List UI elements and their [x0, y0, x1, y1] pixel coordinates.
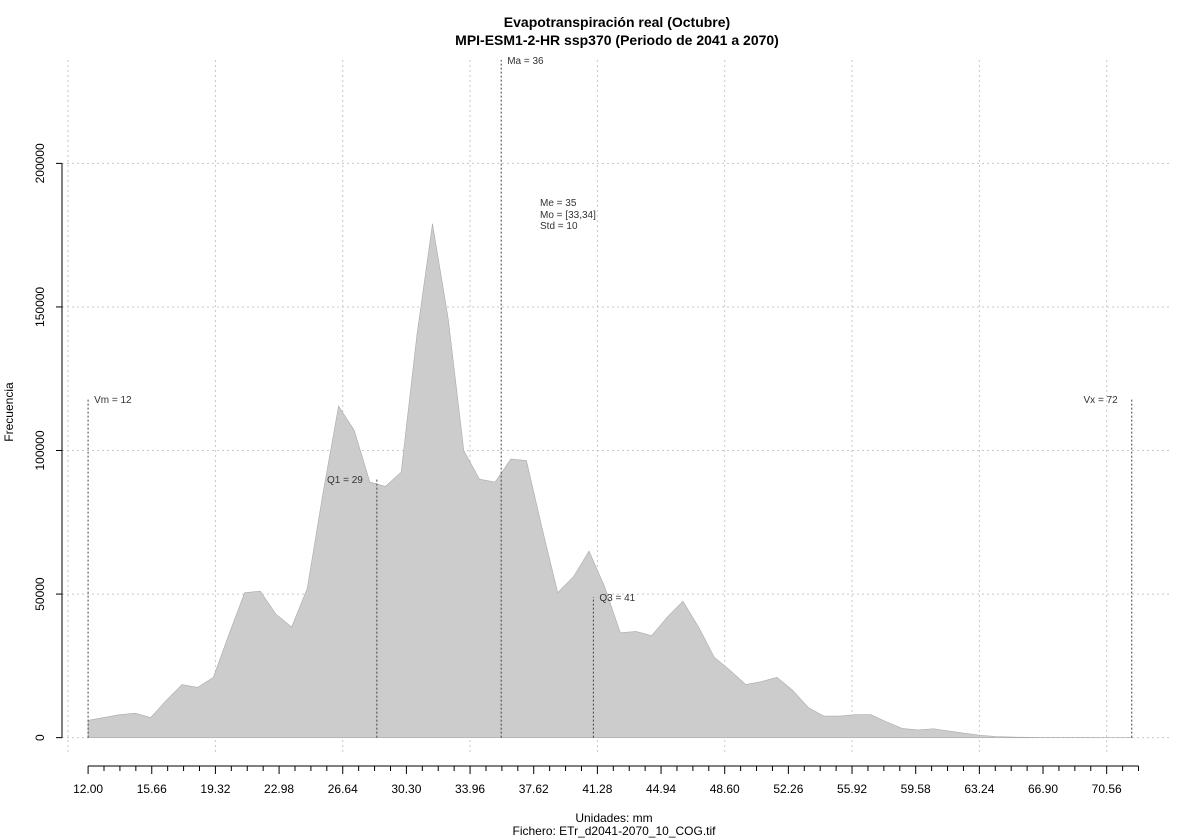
- x-tick-label-10: 48.60: [710, 782, 740, 796]
- grid: [62, 60, 1170, 752]
- ma-marker-label: Ma = 36: [507, 56, 544, 67]
- y-tick-label-0: 0: [33, 734, 47, 741]
- x-tick-label-9: 44.94: [646, 782, 676, 796]
- x-tick-label-2: 19.32: [200, 782, 230, 796]
- stat-median: Me = 35: [540, 198, 577, 209]
- x-axis-label: Unidades: mm: [575, 811, 652, 825]
- statistic-markers: Vm = 12 Q1 = 29 Ma = 36 Q3 = 41 Vx = 72: [87, 56, 1133, 738]
- axes: 0 50000 100000 150000 200000 12.00 15.66 19.32 2…: [33, 143, 1140, 796]
- y-tick-label-4: 200000: [33, 143, 47, 183]
- y-tick-label-3: 150000: [33, 287, 47, 327]
- x-tick-label-6: 33.96: [455, 782, 485, 796]
- x-tick-label-3: 22.98: [264, 782, 294, 796]
- frequency-area: [87, 223, 1133, 738]
- x-tick-label-15: 66.90: [1028, 782, 1058, 796]
- x-tick-label-8: 41.28: [582, 782, 612, 796]
- x-tick-label-5: 30.30: [391, 782, 421, 796]
- chart-title: Evapotranspiración real (Octubre): [504, 14, 730, 30]
- vx-marker-label: Vx = 72: [1084, 395, 1119, 406]
- x-tick-label-0: 12.00: [73, 782, 103, 796]
- x-tick-label-16: 70.56: [1092, 782, 1122, 796]
- stat-std: Std = 10: [540, 221, 578, 232]
- y-axis-label: Frecuencia: [2, 382, 16, 442]
- x-tick-label-11: 52.26: [773, 782, 803, 796]
- y-tick-label-1: 50000: [33, 577, 47, 611]
- x-tick-label-4: 26.64: [328, 782, 358, 796]
- stat-mode: Mo = [33,34]: [540, 210, 596, 221]
- x-axis-file-label: Fichero: ETr_d2041-2070_10_COG.tif: [513, 824, 717, 838]
- y-tick-label-2: 100000: [33, 430, 47, 470]
- chart-subtitle: MPI-ESM1-2-HR ssp370 (Periodo de 2041 a …: [455, 32, 779, 48]
- x-tick-label-13: 59.58: [901, 782, 931, 796]
- x-tick-label-14: 63.24: [964, 782, 994, 796]
- q3-marker-label: Q3 = 41: [599, 593, 635, 604]
- vm-marker-label: Vm = 12: [94, 395, 132, 406]
- x-tick-label-7: 37.62: [519, 782, 549, 796]
- stats-box: Me = 35 Mo = [33,34] Std = 10: [540, 198, 596, 232]
- x-tick-label-12: 55.92: [837, 782, 867, 796]
- q1-marker-label: Q1 = 29: [327, 475, 363, 486]
- x-tick-label-1: 15.66: [137, 782, 167, 796]
